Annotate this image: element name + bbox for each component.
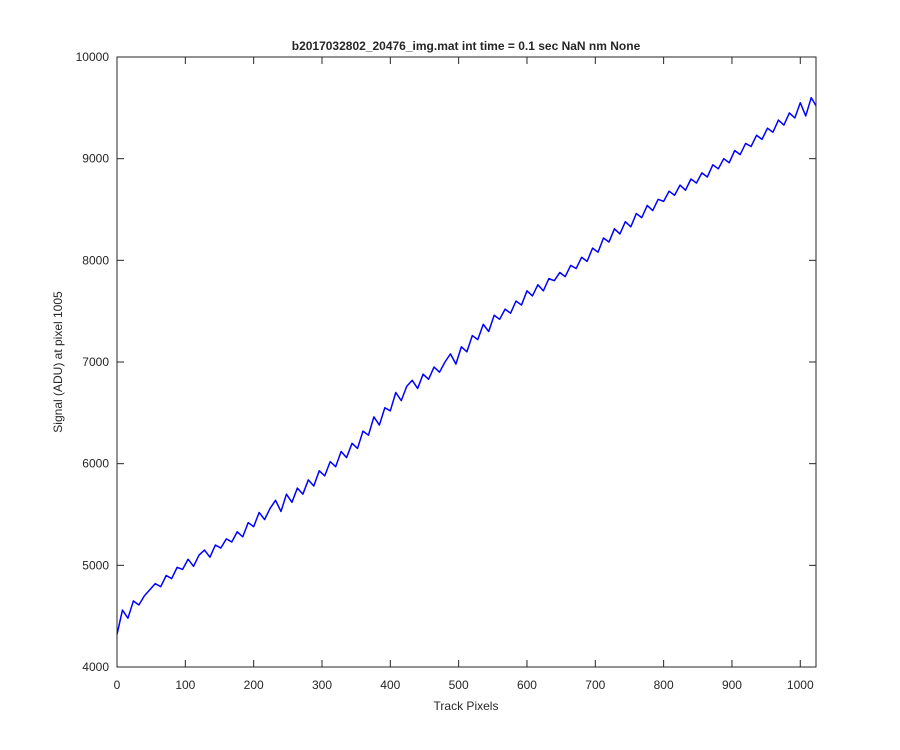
axes-box xyxy=(116,56,817,668)
x-tick-label: 200 xyxy=(244,678,264,692)
x-tick-label: 800 xyxy=(654,678,674,692)
x-tick-label: 700 xyxy=(585,678,605,692)
y-tick-label: 8000 xyxy=(82,253,109,267)
x-tick-label: 300 xyxy=(312,678,332,692)
x-tick-label: 600 xyxy=(517,678,537,692)
chart-title: b2017032802_20476_img.mat int time = 0.1… xyxy=(292,39,641,53)
y-tick-label: 7000 xyxy=(82,355,109,369)
x-tick-label: 900 xyxy=(722,678,742,692)
data-line xyxy=(116,96,817,635)
y-tick-label: 5000 xyxy=(82,558,109,572)
x-tick-label: 100 xyxy=(175,678,195,692)
y-tick-label: 10000 xyxy=(76,50,110,64)
y-tick-label: 4000 xyxy=(82,660,109,674)
x-axis-label: Track Pixels xyxy=(434,699,499,713)
x-tick-label: 400 xyxy=(380,678,400,692)
plot-area xyxy=(117,57,816,667)
y-tick-label: 9000 xyxy=(82,152,109,166)
x-tick-label: 500 xyxy=(449,678,469,692)
x-tick-label: 0 xyxy=(114,678,121,692)
y-axis-label: Signal (ADU) at pixel 1005 xyxy=(51,291,65,433)
y-tick-label: 6000 xyxy=(82,457,109,471)
x-tick-label: 1000 xyxy=(787,678,814,692)
